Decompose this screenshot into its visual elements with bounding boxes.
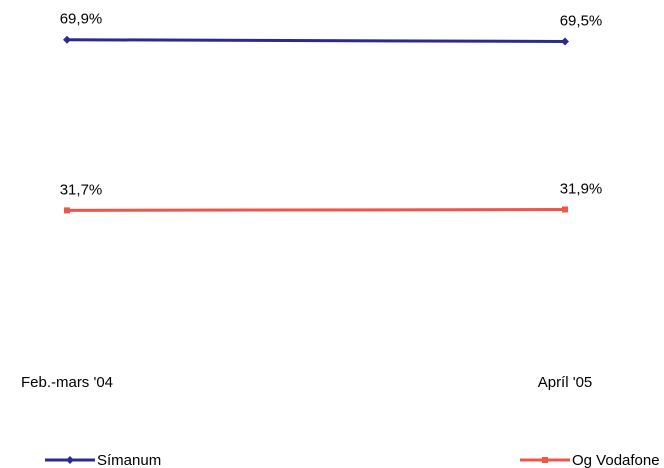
data-label: 31,7% [60, 181, 103, 198]
data-label: 69,5% [560, 12, 603, 29]
marker [562, 206, 568, 213]
marker [66, 456, 74, 464]
series-line [66, 38, 566, 44]
data-label: 69,9% [60, 11, 103, 28]
marker [561, 37, 569, 46]
marker [64, 207, 70, 214]
marker [542, 457, 548, 463]
legend-label: Og Vodafone [572, 452, 660, 468]
legend-label: Símanum [97, 452, 161, 468]
marker [63, 35, 71, 44]
x-tick-label: Apríl '05 [538, 374, 593, 391]
series-line [66, 207, 566, 212]
x-tick-label: Feb.-mars '04 [21, 374, 113, 391]
data-label: 31,9% [560, 180, 603, 197]
